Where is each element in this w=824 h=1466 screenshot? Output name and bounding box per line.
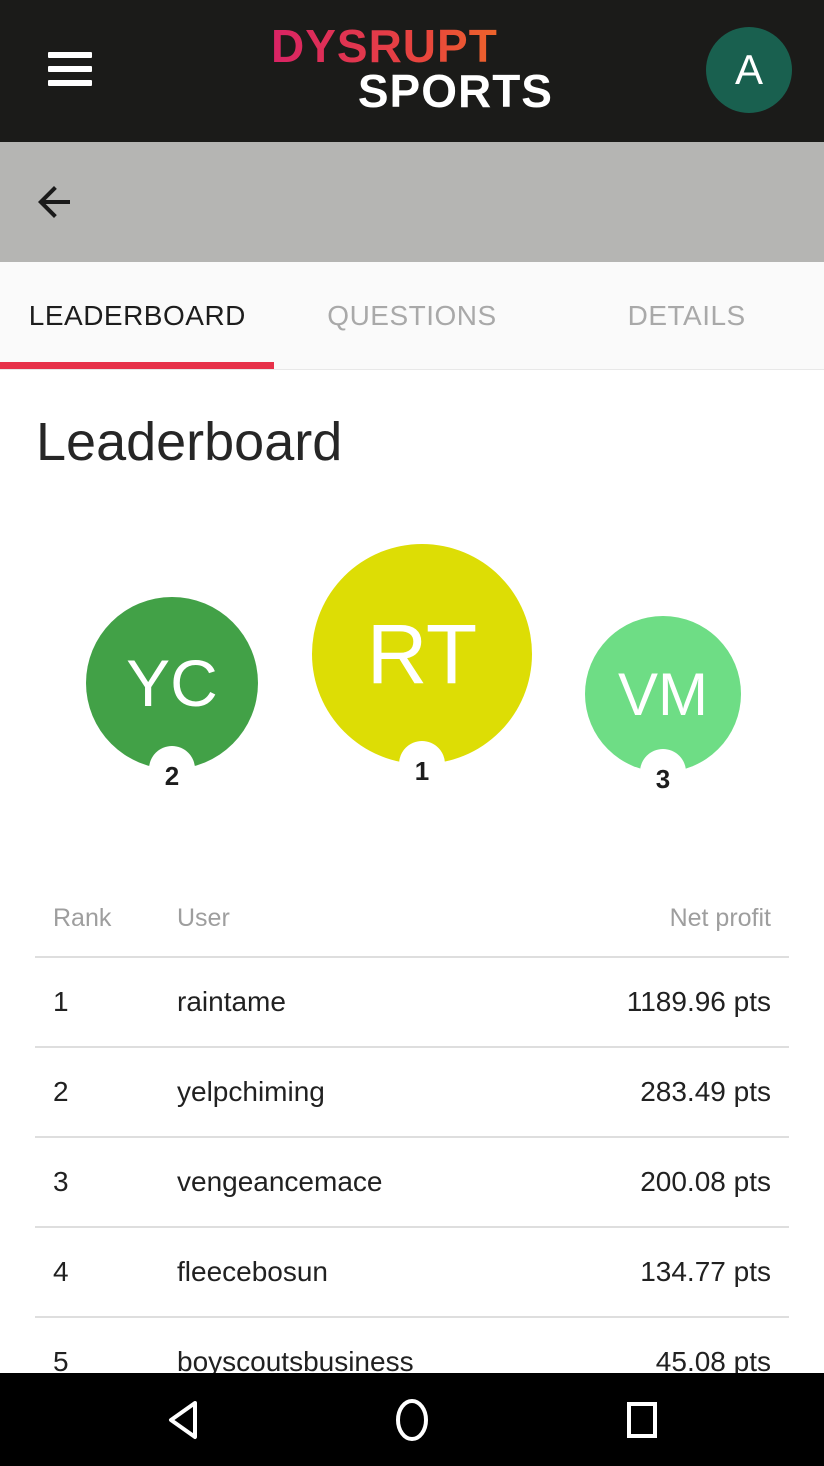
- cell-user: fleecebosun: [177, 1256, 329, 1287]
- cell-user: yelpchiming: [177, 1076, 325, 1107]
- sub-header-bar: [0, 142, 824, 262]
- cell-user: boyscoutsbusiness: [177, 1346, 414, 1377]
- leaderboard-content: Leaderboard YC 2 RT 1 VM 3 Rank U: [0, 414, 824, 1408]
- active-tab-underline: [0, 362, 274, 369]
- cell-rank: 5: [53, 1346, 69, 1377]
- table-header-row: Rank User Net profit: [35, 880, 789, 958]
- avatar[interactable]: A: [706, 27, 792, 113]
- nav-back-button[interactable]: [160, 1396, 204, 1444]
- arrow-left-icon: [38, 186, 70, 218]
- tab-questions[interactable]: QUESTIONS: [275, 262, 550, 369]
- podium-second-place[interactable]: YC 2: [86, 597, 258, 792]
- cell-net-profit: 283.49 pts: [640, 1076, 771, 1107]
- app-bar: DYSRUPT SPORTS A: [0, 0, 824, 142]
- table-row[interactable]: 2 yelpchiming 283.49 pts: [35, 1048, 789, 1138]
- podium-third-place[interactable]: VM 3: [585, 616, 741, 795]
- logo-dysrupt: DYSRUPT: [271, 23, 553, 69]
- cell-rank: 2: [53, 1076, 69, 1107]
- podium-initials: RT: [366, 606, 478, 701]
- android-nav-bar: [0, 1373, 824, 1466]
- table-row[interactable]: 1 raintame 1189.96 pts: [35, 958, 789, 1048]
- table-row[interactable]: 4 fleecebosun 134.77 pts: [35, 1228, 789, 1318]
- table-row[interactable]: 3 vengeancemace 200.08 pts: [35, 1138, 789, 1228]
- tab-leaderboard[interactable]: LEADERBOARD: [0, 262, 275, 369]
- nav-recents-icon: [627, 1401, 657, 1438]
- rank-number: 3: [655, 764, 671, 794]
- cell-net-profit: 200.08 pts: [640, 1166, 771, 1197]
- hamburger-icon: [48, 52, 92, 58]
- tab-bar: LEADERBOARD QUESTIONS DETAILS: [0, 262, 824, 370]
- nav-home-icon: [396, 1398, 428, 1441]
- menu-button[interactable]: [48, 52, 92, 86]
- podium-first-place[interactable]: RT 1: [312, 544, 532, 787]
- leaderboard-table: Rank User Net profit 1 raintame 1189.96 …: [35, 880, 789, 1408]
- header-user: User: [177, 903, 230, 932]
- page-title: Leaderboard: [36, 412, 343, 472]
- rank-notch: [399, 741, 445, 787]
- cell-user: raintame: [177, 986, 286, 1017]
- cell-net-profit: 1189.96 pts: [626, 986, 771, 1017]
- cell-rank: 3: [53, 1166, 69, 1197]
- rank-notch: [640, 749, 686, 795]
- cell-net-profit: 45.08 pts: [655, 1346, 771, 1377]
- back-button[interactable]: [30, 178, 78, 226]
- cell-net-profit: 134.77 pts: [640, 1256, 771, 1287]
- header-net-profit: Net profit: [669, 903, 771, 932]
- nav-recents-button[interactable]: [620, 1396, 664, 1444]
- podium-initials: YC: [126, 646, 218, 720]
- cell-rank: 1: [53, 986, 69, 1017]
- podium: YC 2 RT 1 VM 3: [0, 544, 824, 802]
- cell-user: vengeancemace: [177, 1166, 383, 1197]
- rank-number: 2: [164, 761, 180, 791]
- tab-details[interactable]: DETAILS: [549, 262, 824, 369]
- nav-back-icon: [169, 1400, 197, 1439]
- nav-home-button[interactable]: [390, 1396, 434, 1444]
- app-logo: DYSRUPT SPORTS: [271, 23, 553, 117]
- rank-number: 1: [414, 756, 430, 786]
- rank-notch: [149, 746, 195, 792]
- podium-initials: VM: [618, 660, 708, 728]
- cell-rank: 4: [53, 1256, 69, 1287]
- logo-sports: SPORTS: [357, 65, 553, 117]
- header-rank: Rank: [53, 903, 112, 932]
